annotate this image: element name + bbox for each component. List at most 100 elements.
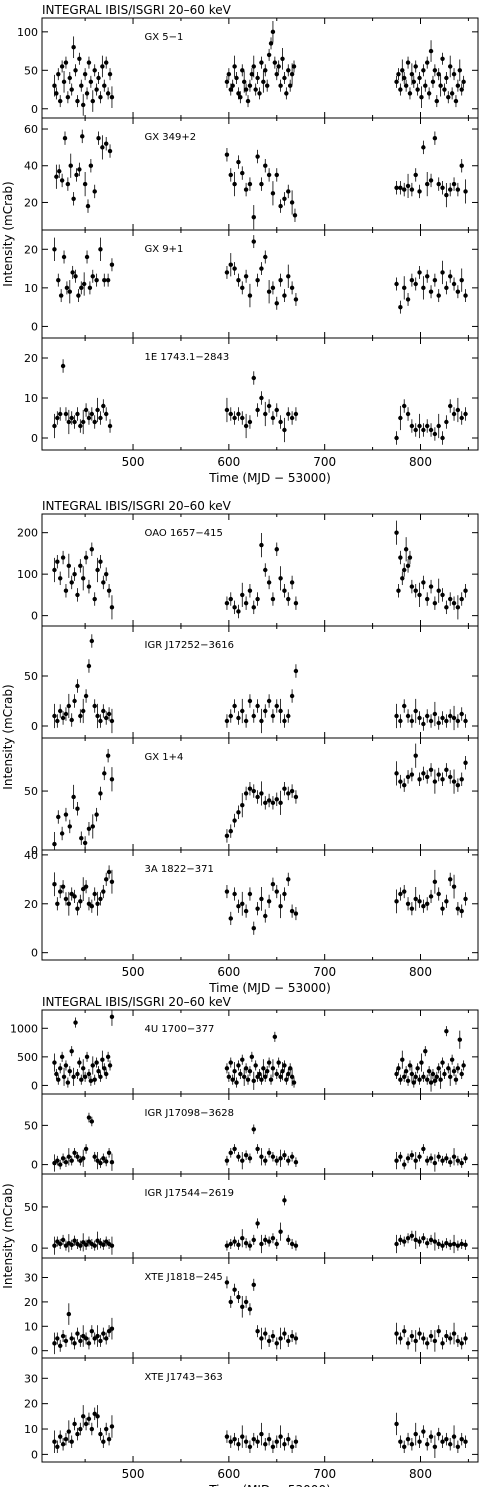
data-point (247, 293, 253, 298)
panel-frame (41, 117, 479, 231)
data-point (63, 1338, 69, 1344)
data-point (274, 71, 279, 77)
data-point (230, 83, 235, 88)
data-point (259, 1077, 264, 1082)
data-point (274, 547, 279, 552)
data-point (100, 64, 105, 69)
data-point (270, 1154, 276, 1159)
data-point (104, 60, 109, 65)
y-tick-label: 0 (31, 1242, 38, 1255)
y-tick-label: 10 (24, 1423, 38, 1436)
data-point (292, 213, 298, 218)
data-point (421, 68, 426, 73)
data-point (86, 826, 92, 831)
panel-7: 0 20 40 3A 1822−371 (24, 849, 479, 961)
data-point (270, 1444, 276, 1449)
data-point (440, 715, 445, 721)
y-tick-label: 50 (24, 1201, 38, 1214)
data-point (405, 1078, 411, 1084)
data-point (85, 203, 91, 209)
data-point (107, 423, 113, 429)
data-point (67, 1068, 72, 1074)
data-point (436, 588, 441, 593)
data-point (73, 68, 78, 73)
data-point (413, 588, 418, 593)
data-point (259, 266, 264, 271)
data-point (270, 1236, 276, 1241)
data-point (228, 828, 233, 834)
data-point (455, 289, 461, 294)
panel-9: 0 50 IGR J17098−3628 (24, 1093, 479, 1175)
data-point (247, 588, 253, 593)
data-point (72, 894, 77, 899)
data-point (274, 797, 279, 802)
data-point (436, 891, 441, 897)
data-point (413, 896, 418, 902)
data-point (236, 715, 241, 721)
data-point (413, 1074, 418, 1080)
data-point (280, 56, 285, 61)
data-point (228, 1439, 233, 1444)
data-point (421, 1429, 426, 1434)
data-point (270, 29, 276, 35)
panel-8: 0 500 1000 4U 1700−377 (10, 1009, 479, 1095)
y-tick-label: 500 (17, 1051, 38, 1064)
data-point (251, 64, 256, 69)
y-tick-label: 0 (31, 103, 38, 116)
source-name-label: XTE J1818−245 (145, 1272, 223, 1283)
data-point (236, 609, 241, 614)
data-point (66, 1154, 72, 1159)
data-point (453, 98, 459, 104)
data-point (86, 1115, 92, 1120)
data-point (236, 1242, 241, 1248)
data-point (421, 285, 426, 291)
data-point (421, 771, 426, 776)
data-point (291, 1080, 297, 1085)
data-point (451, 779, 457, 784)
data-point (394, 1158, 399, 1163)
data-point (59, 1054, 65, 1060)
data-point (243, 908, 249, 914)
data-point (92, 68, 97, 73)
data-point (423, 1048, 428, 1054)
data-point (245, 1077, 251, 1082)
data-point (402, 1444, 407, 1449)
data-point (81, 1066, 86, 1071)
data-point (398, 1439, 403, 1444)
data-point (428, 1156, 434, 1161)
y-tick-label: 0 (31, 432, 38, 445)
data-point (92, 1336, 97, 1341)
data-point (459, 711, 464, 717)
data-point (417, 592, 422, 598)
data-point (240, 1236, 245, 1241)
data-point (69, 1336, 74, 1341)
data-point (440, 185, 445, 190)
data-point (396, 71, 401, 77)
data-point (398, 1336, 403, 1341)
data-point (411, 79, 416, 85)
data-point (405, 60, 411, 65)
data-point (255, 906, 260, 911)
data-point (79, 836, 84, 841)
data-point (278, 83, 283, 88)
data-point (293, 1336, 299, 1341)
data-point (463, 896, 468, 902)
data-point (402, 1162, 407, 1167)
data-point (98, 1338, 103, 1344)
data-point (263, 163, 268, 168)
data-point (78, 1243, 83, 1248)
data-point (451, 181, 457, 187)
data-point (409, 772, 415, 777)
data-point (96, 1068, 101, 1074)
data-point (282, 1198, 287, 1203)
data-point (79, 1077, 84, 1082)
data-point (449, 1057, 455, 1062)
data-point (98, 95, 103, 100)
data-point (96, 135, 101, 141)
data-point (289, 1333, 295, 1339)
data-point (240, 68, 245, 73)
data-point (274, 1439, 279, 1444)
data-point (444, 1333, 449, 1339)
data-point (240, 1434, 245, 1439)
data-point (405, 1156, 411, 1161)
